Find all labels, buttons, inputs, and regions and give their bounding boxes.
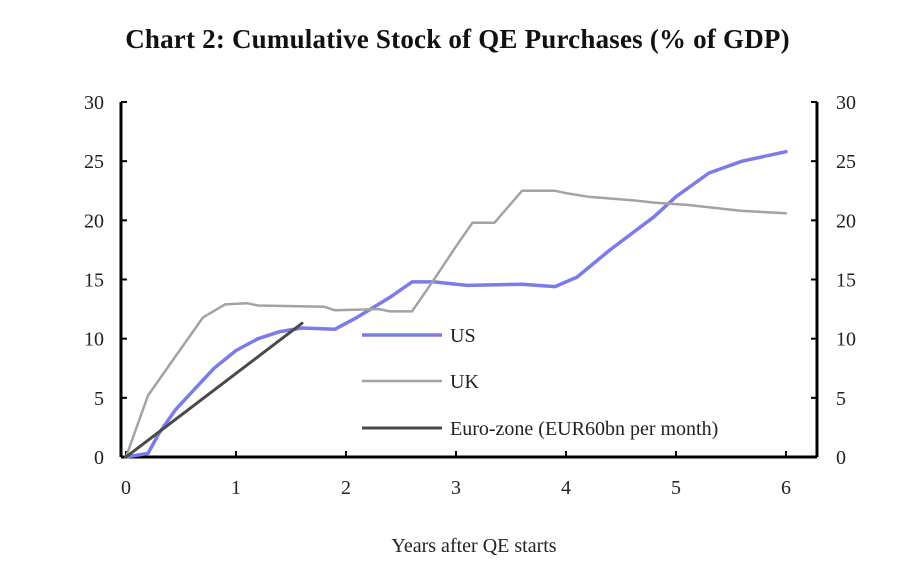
legend: US UK Euro-zone (EUR60bn per month) <box>355 325 805 440</box>
y-tick-label-left: 30 <box>84 92 104 114</box>
series-lines <box>124 149 788 459</box>
legend-bg <box>355 371 805 393</box>
x-axis-label: Years after QE starts <box>391 535 556 557</box>
x-tick-label: 0 <box>121 477 131 499</box>
series-line-1 <box>124 149 788 459</box>
y-tick-label-right: 25 <box>836 151 856 173</box>
y-tick-label-left: 15 <box>84 270 104 292</box>
x-tick-label: 1 <box>231 477 241 499</box>
legend-label: US <box>450 325 476 347</box>
y-tick-label-right: 15 <box>836 270 856 292</box>
series-line-3 <box>124 321 304 459</box>
series-line-2 <box>124 189 788 459</box>
y-tick-label-right: 0 <box>836 447 846 469</box>
y-tick-label-left: 0 <box>94 447 104 469</box>
y-tick-label-left: 5 <box>94 388 104 410</box>
y-tick-label-right: 20 <box>836 210 856 232</box>
x-tick-label: 2 <box>341 477 351 499</box>
y-tick-label-right: 10 <box>836 329 856 351</box>
y-tick-label-left: 10 <box>84 329 104 351</box>
legend-bg <box>355 418 805 440</box>
x-tick-label: 4 <box>561 477 571 499</box>
y-tick-label-left: 20 <box>84 210 104 232</box>
legend-label: UK <box>450 371 479 393</box>
y-tick-label-right: 30 <box>836 92 856 114</box>
chart-title: Chart 2: Cumulative Stock of QE Purchase… <box>125 24 790 54</box>
y-tick-label-right: 5 <box>836 388 846 410</box>
legend-label: Euro-zone (EUR60bn per month) <box>450 418 718 440</box>
legend-bg <box>355 325 805 347</box>
y-tick-label-left: 25 <box>84 151 104 173</box>
x-tick-label: 3 <box>451 477 461 499</box>
x-tick-label: 5 <box>671 477 681 499</box>
x-tick-label: 6 <box>781 477 791 499</box>
